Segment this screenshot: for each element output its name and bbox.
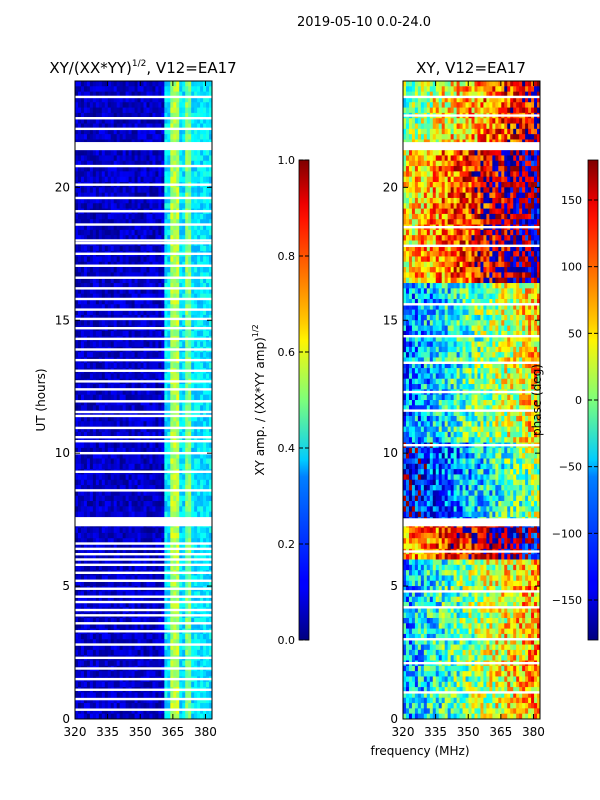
- phase-axes-frame: [402, 80, 541, 720]
- amp-ratio-ylabel: UT (hours): [34, 368, 48, 431]
- amp-ratio-colorbar-gradient: [298, 159, 310, 641]
- phase-colorbar-tick-label: 50: [568, 327, 582, 340]
- phase-panel: XY, V12=EA17 320 335 350 365 380 0 5 10 15 20: [383, 59, 545, 739]
- phase-colorbar-tick-label: −50: [559, 461, 582, 474]
- amp-ratio-title: XY/(XX*YY)1/2, V12=EA17: [49, 59, 236, 77]
- amp-ratio-ytick-label: 20: [55, 180, 70, 194]
- amp-ratio-xtick-label: 365: [161, 725, 184, 739]
- amp-ratio-heatmap: [75, 81, 212, 719]
- amp-ratio-colorbar-tick-label: 0.8: [278, 250, 296, 263]
- phase-title: XY, V12=EA17: [416, 59, 526, 77]
- phase-colorbar-tick-label: −100: [552, 527, 582, 540]
- phase-ytick-label: 15: [383, 313, 398, 327]
- amp-ratio-colorbar: 0.0 0.2 0.4 0.6 0.8 1.0 XY amp. / (XX*YY amp)…: [251, 154, 310, 647]
- amp-ratio-axes-frame: [74, 80, 213, 720]
- figure-xlabel: frequency (MHz): [370, 744, 469, 758]
- amp-ratio-colorbar-tick-label: 0.6: [278, 346, 296, 359]
- amp-ratio-panel: XY/(XX*YY)1/2, V12=EA17 320 335 350 365 380 0…: [34, 59, 237, 739]
- phase-ytick-label: 5: [390, 579, 398, 593]
- phase-colorbar-tick-label: 0: [575, 394, 582, 407]
- amp-ratio-ytick-label: 15: [55, 313, 70, 327]
- amp-ratio-colorbar-label: XY amp. / (XX*YY amp)1/2: [251, 324, 267, 475]
- amp-ratio-xtick-label: 320: [64, 725, 87, 739]
- amp-ratio-axes: 320 335 350 365 380 0 5 10 15 20: [55, 81, 217, 739]
- phase-axes: 320 335 350 365 380 0 5 10 15 20: [383, 81, 545, 739]
- phase-colorbar-tick-label: −150: [552, 594, 582, 607]
- phase-ytick-label: 0: [390, 712, 398, 726]
- phase-colorbar-tick-label: 100: [561, 261, 582, 274]
- amp-ratio-ytick-label: 10: [55, 446, 70, 460]
- amp-ratio-xtick-label: 335: [96, 725, 119, 739]
- phase-ytick-label: 10: [383, 446, 398, 460]
- phase-xtick-label: 365: [489, 725, 512, 739]
- amp-ratio-xtick-label: 350: [129, 725, 152, 739]
- phase-colorbar-label: phase (deg): [530, 364, 544, 436]
- figure-suptitle: 2019-05-10 0.0-24.0: [297, 15, 431, 30]
- amp-ratio-colorbar-tick-label: 0.2: [278, 538, 296, 551]
- phase-ytick-label: 20: [383, 180, 398, 194]
- amp-ratio-colorbar-tick-label: 1.0: [278, 154, 296, 167]
- amp-ratio-ytick-label: 5: [62, 579, 70, 593]
- amp-ratio-colorbar-tick-label: 0.4: [278, 442, 296, 455]
- amp-ratio-xtick-label: 380: [194, 725, 217, 739]
- phase-xtick-label: 320: [392, 725, 415, 739]
- amp-ratio-ytick-label: 0: [62, 712, 70, 726]
- phase-xtick-label: 350: [457, 725, 480, 739]
- phase-colorbar-tick-label: 150: [561, 194, 582, 207]
- phase-colorbar: −150 −100 −50 0 50 100 150 phase (deg): [530, 159, 599, 641]
- phase-xtick-label: 380: [522, 725, 545, 739]
- phase-xtick-label: 335: [424, 725, 447, 739]
- amp-ratio-colorbar-tick-label: 0.0: [278, 634, 296, 647]
- phase-heatmap: [403, 81, 540, 719]
